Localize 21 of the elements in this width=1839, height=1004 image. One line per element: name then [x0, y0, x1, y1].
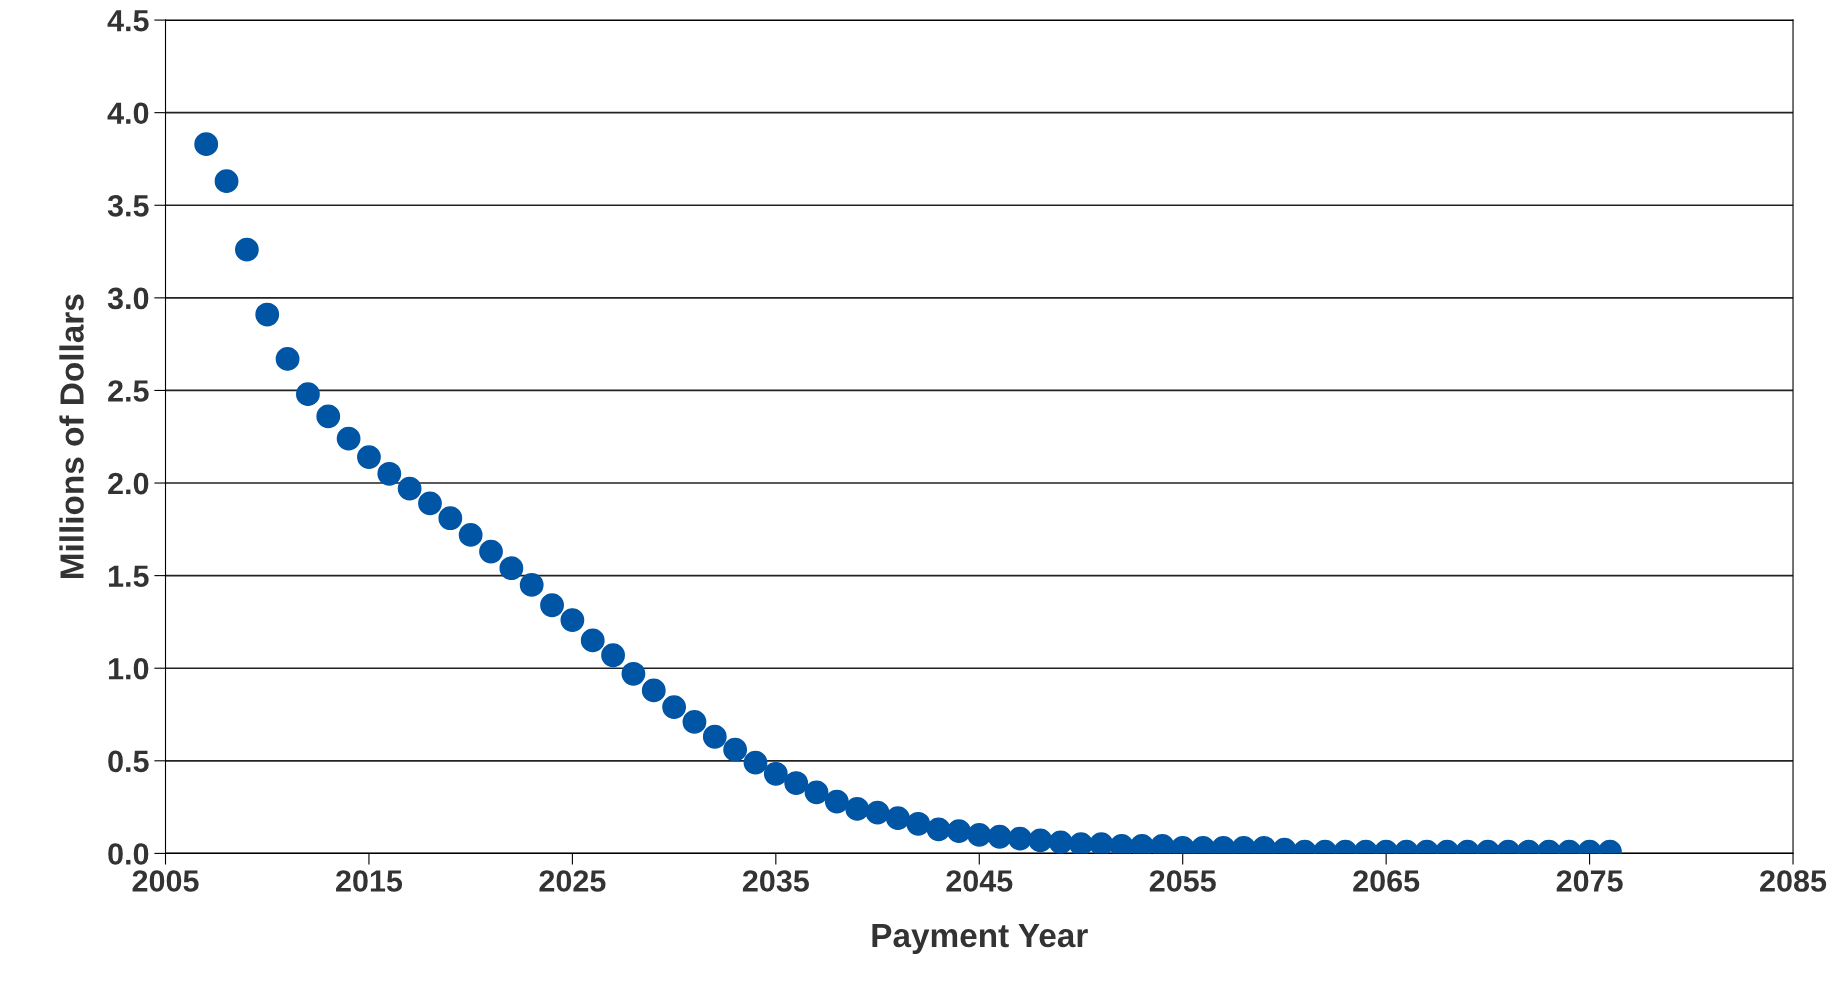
- y-tick-label: 0.5: [108, 750, 149, 773]
- x-tick-label: 2005: [132, 870, 199, 892]
- y-tick-label: 2.5: [108, 380, 149, 402]
- y-tick-label: 1.5: [108, 565, 149, 587]
- x-tick-label: 2075: [1556, 870, 1623, 892]
- y-axis-title: Millions of Dollars: [59, 294, 84, 579]
- y-tick-label: 4.0: [107, 102, 149, 125]
- y-tick-label: 4.5: [107, 10, 149, 32]
- x-tick-label: 2085: [1760, 870, 1827, 892]
- y-tick-label: 1.0: [108, 657, 149, 680]
- x-tick-label: 2035: [742, 870, 809, 892]
- x-tick-label: 2045: [946, 870, 1013, 892]
- x-tick-label: 2025: [539, 870, 606, 892]
- x-tick-label: 2065: [1353, 870, 1420, 892]
- y-tick-label: 0.0: [108, 843, 149, 865]
- y-tick-label: 2.0: [108, 472, 149, 495]
- x-axis-title: Payment Year: [872, 924, 1088, 954]
- y-tick-label: 3.0: [107, 287, 149, 310]
- y-tick-label: 3.5: [107, 195, 149, 217]
- x-tick-label: 2015: [336, 870, 403, 892]
- x-tick-label: 2055: [1149, 870, 1216, 892]
